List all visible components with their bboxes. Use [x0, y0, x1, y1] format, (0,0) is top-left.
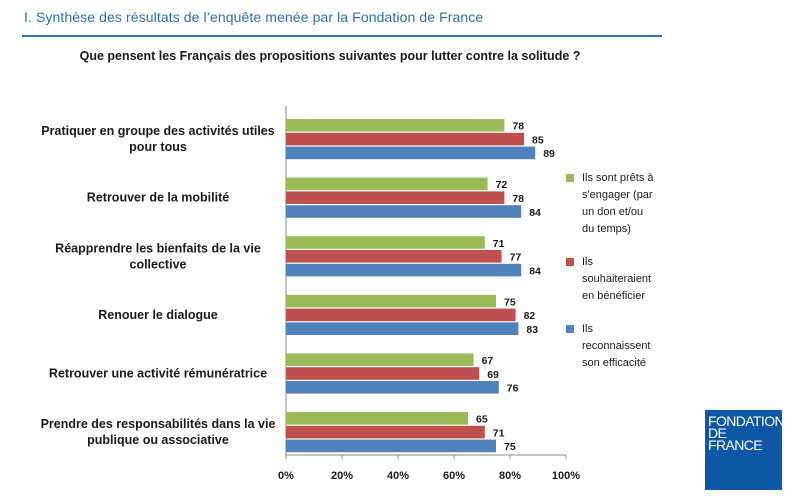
category-label: Retrouver de la mobilité: [87, 191, 229, 205]
chart-title: Que pensent les Français des proposition…: [79, 49, 581, 63]
logo-line: DE: [708, 425, 727, 441]
category-label: publique ou associative: [87, 433, 229, 447]
bar-efficacite: [286, 439, 496, 453]
category-label: Pratiquer en groupe des activités utiles: [41, 124, 274, 138]
data-label: 75: [504, 441, 516, 453]
bar-efficacite: [286, 205, 522, 218]
legend-label: Ils sont prêts à: [582, 172, 654, 184]
bar-efficacite: [286, 322, 519, 335]
category-label: Renouer le dialogue: [98, 308, 218, 322]
page-header-title: I. Synthèse des résultats de l’enquête m…: [24, 9, 484, 25]
legend-label: souhaiteraient: [582, 273, 652, 285]
header-rule: [22, 35, 662, 37]
category-label: pour tous: [129, 140, 187, 154]
data-label: 71: [493, 427, 505, 439]
legend-label: Ils: [582, 323, 593, 335]
legend-label: un don et/ou: [582, 206, 644, 218]
chart-legend: Ils sont prêts à s'engager (par un don e…: [566, 170, 676, 388]
data-label: 78: [512, 121, 524, 133]
bar-engage: [286, 412, 468, 425]
data-label: 71: [493, 238, 505, 250]
data-label: 75: [504, 296, 516, 308]
bar-efficacite: [286, 381, 499, 394]
legend-label: en bénéficier: [582, 290, 645, 302]
bar-beneficier: [286, 367, 480, 380]
legend-swatch-green: [566, 174, 574, 182]
bar-engage: [286, 177, 488, 191]
data-label: 85: [532, 134, 544, 146]
bar-engage: [286, 119, 505, 132]
x-tick-label: 100%: [552, 470, 580, 482]
data-label: 84: [529, 265, 541, 277]
category-label: Prendre des responsabilités dans la vie: [41, 417, 276, 431]
data-label: 82: [524, 310, 536, 322]
bar-beneficier: [286, 425, 485, 439]
data-label: 78: [512, 193, 524, 205]
bar-beneficier: [286, 191, 505, 204]
category-label: collective: [130, 257, 187, 271]
bar-engage: [286, 236, 485, 249]
legend-label: s'engager (par: [582, 189, 653, 201]
data-label: 83: [526, 324, 538, 336]
x-tick-label: 40%: [387, 470, 409, 482]
bar-beneficier: [286, 308, 516, 322]
legend-label: Ils: [582, 256, 593, 268]
bar-beneficier: [286, 250, 502, 263]
category-label: Réapprendre les bienfaits de la vie: [55, 241, 261, 255]
x-tick-label: 20%: [331, 470, 353, 482]
logo-line: FONDATION: [708, 413, 785, 429]
bar-efficacite: [286, 263, 522, 277]
data-label: 72: [496, 179, 508, 191]
legend-item-engage: Ils sont prêts à s'engager (par un don e…: [566, 170, 676, 238]
legend-item-efficacite: Ils reconnaissent son efficacité: [566, 321, 676, 372]
data-label: 65: [476, 414, 488, 426]
bar-engage: [286, 353, 474, 366]
x-tick-label: 60%: [443, 470, 465, 482]
logo-line: FRANCE: [708, 437, 763, 453]
category-label: Retrouver une activité rémunératrice: [49, 367, 267, 381]
bar-beneficier: [286, 132, 524, 146]
data-label: 89: [543, 148, 555, 160]
legend-label: son efficacité: [582, 357, 647, 369]
legend-label: reconnaissent: [582, 340, 651, 352]
legend-label: du temps): [582, 223, 631, 235]
data-label: 77: [510, 252, 522, 264]
data-label: 76: [507, 383, 519, 395]
data-label: 67: [482, 355, 494, 367]
x-tick-label: 80%: [499, 470, 521, 482]
data-label: 69: [487, 369, 499, 381]
legend-swatch-blue: [566, 325, 574, 333]
x-tick-label: 0%: [278, 470, 294, 482]
data-label: 84: [529, 207, 541, 219]
legend-item-beneficier: Ils souhaiteraient en bénéficier: [566, 254, 676, 305]
bar-engage: [286, 294, 496, 308]
legend-swatch-red: [566, 258, 574, 266]
fondation-de-france-logo: FONDATION DE FRANCE: [705, 410, 785, 490]
bar-efficacite: [286, 146, 536, 160]
